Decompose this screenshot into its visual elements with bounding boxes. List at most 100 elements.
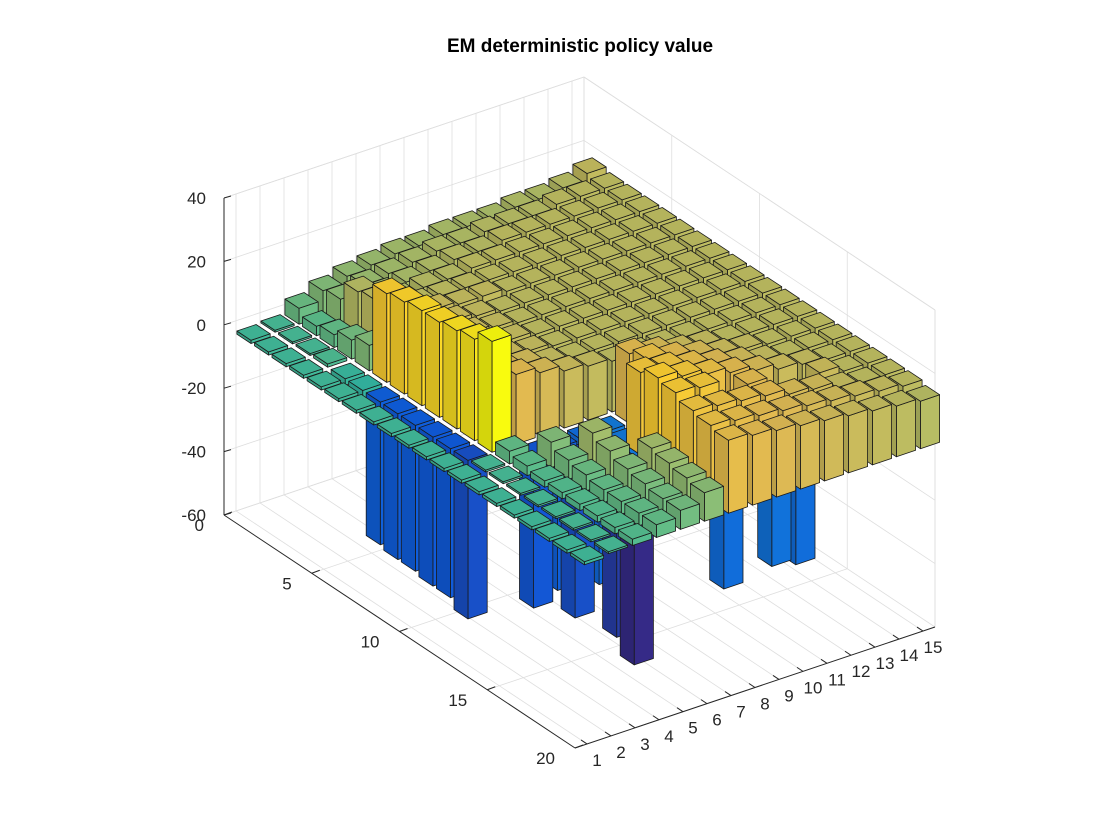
bar-face-top xyxy=(748,276,783,294)
x-tick-mark xyxy=(676,707,684,713)
bar-face-top xyxy=(461,299,496,317)
x-tick-label: 7 xyxy=(736,703,745,722)
z-tick-mark xyxy=(223,258,232,262)
bar-face-front xyxy=(752,428,772,506)
bar-face-top xyxy=(558,512,593,529)
bar-face-top xyxy=(714,424,748,441)
bar-face-top xyxy=(625,195,660,213)
bar xyxy=(576,523,611,543)
bar xyxy=(464,475,499,496)
x-tick-mark xyxy=(916,626,924,632)
y-tick-label: 20 xyxy=(536,749,555,768)
x-tick-label: 6 xyxy=(712,711,721,730)
bar-face-top xyxy=(573,349,608,367)
bar-face-top xyxy=(546,239,581,256)
bar-face-top xyxy=(728,332,763,350)
x-tick-label: 8 xyxy=(760,695,769,714)
bar-face-top xyxy=(485,294,520,312)
bar-face-top xyxy=(628,317,663,334)
bar-face-top xyxy=(688,261,723,279)
z-tick-label: -20 xyxy=(181,379,206,398)
bar-face-top xyxy=(786,409,820,427)
bar-face-side xyxy=(442,320,458,430)
bar-face-top xyxy=(647,258,682,275)
bar-face-top xyxy=(447,463,482,481)
bar-face-top xyxy=(551,290,586,308)
bar-face-top xyxy=(324,382,359,400)
x-tick-label: 4 xyxy=(664,727,673,746)
z-tick-label: 40 xyxy=(187,189,206,208)
y-tick-mark xyxy=(223,511,233,516)
bar-face-top xyxy=(533,278,568,296)
x-tick-mark xyxy=(772,675,780,680)
bar-face-top xyxy=(411,440,447,458)
bar-face-top xyxy=(637,432,672,449)
bar-face-top xyxy=(616,285,651,303)
bar-face-top xyxy=(589,473,624,491)
bar-face-top xyxy=(630,467,665,485)
bar xyxy=(324,382,359,403)
bar-face-top xyxy=(624,496,659,514)
bar-face-top xyxy=(752,328,787,345)
bar-face-top xyxy=(488,465,523,483)
bar-face-front xyxy=(824,413,844,482)
bar-face-top xyxy=(664,269,699,287)
bar-face-top xyxy=(559,199,594,217)
bar-face-top xyxy=(618,215,653,232)
bar xyxy=(295,337,330,356)
y-tick-label: 10 xyxy=(361,633,380,652)
bar-face-top xyxy=(906,384,940,402)
bar-face-top xyxy=(693,312,728,330)
x-tick-label: 9 xyxy=(784,686,793,705)
bar-face-top xyxy=(586,313,621,331)
bar-face-top xyxy=(776,319,811,337)
y-tick-mark xyxy=(487,686,496,691)
bar-face-top xyxy=(685,371,720,389)
bar-face-top xyxy=(394,428,429,446)
bar-face-top xyxy=(536,425,571,443)
bar-face-top xyxy=(236,324,271,341)
bar-face-top xyxy=(735,316,770,334)
bar-face-top xyxy=(744,399,779,417)
bar xyxy=(618,523,652,546)
bar-face-front xyxy=(539,365,560,437)
grid-line xyxy=(487,568,848,691)
bar-face-top xyxy=(580,333,615,351)
bar-face-top xyxy=(798,373,833,390)
bar-face-front xyxy=(776,423,796,498)
bar-face-top xyxy=(499,498,534,516)
bar-face-side xyxy=(389,292,405,395)
bar-face-top xyxy=(570,545,604,563)
bar-face-top xyxy=(648,482,683,500)
bar-face-top xyxy=(762,414,796,432)
bar-face-top xyxy=(733,368,768,385)
bar-face-top xyxy=(487,224,522,241)
bar-face-top xyxy=(858,394,892,412)
bar-face-top xyxy=(834,399,868,417)
bar-face-top xyxy=(726,384,761,402)
bar xyxy=(558,512,593,531)
bar-face-top xyxy=(730,265,765,282)
z-tick-mark xyxy=(223,385,232,389)
z-tick-label: 20 xyxy=(187,252,206,271)
bar-face-top xyxy=(254,335,289,353)
bar-face-top xyxy=(607,183,642,201)
x-tick-mark xyxy=(892,634,900,640)
bar-face-top xyxy=(568,302,603,319)
bar xyxy=(289,359,324,379)
y-tick-mark xyxy=(574,744,584,749)
bar-face-top xyxy=(581,262,616,280)
bar-face-top xyxy=(400,409,436,426)
bar-face-top xyxy=(570,231,605,248)
x-tick-label: 10 xyxy=(804,678,823,697)
bar-face-top xyxy=(653,238,688,256)
bar-face-top xyxy=(677,230,712,247)
bar-face-top xyxy=(642,207,677,224)
bar-face-front xyxy=(872,404,892,466)
bar-face-top xyxy=(535,207,570,225)
bar-face-top xyxy=(811,343,846,360)
bar-face-top xyxy=(720,404,755,422)
bar-face-top xyxy=(530,464,565,482)
bar-face-top xyxy=(594,223,629,240)
bar-face-top xyxy=(562,321,597,339)
